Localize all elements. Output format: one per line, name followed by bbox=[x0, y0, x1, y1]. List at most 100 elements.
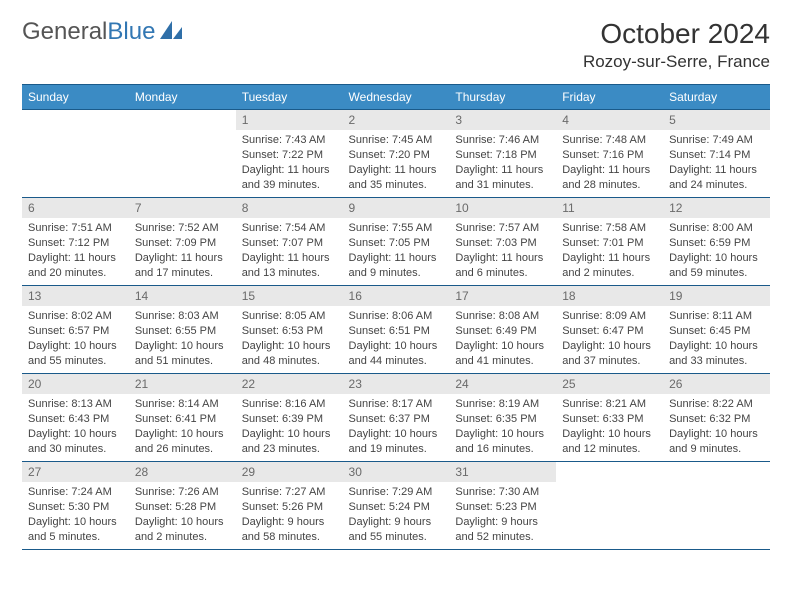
calendar-cell: 23Sunrise: 8:17 AMSunset: 6:37 PMDayligh… bbox=[343, 374, 450, 462]
day-number: 26 bbox=[663, 374, 770, 394]
day-number: 2 bbox=[343, 110, 450, 130]
day-content: Sunrise: 7:30 AMSunset: 5:23 PMDaylight:… bbox=[449, 482, 556, 547]
day-content: Sunrise: 8:05 AMSunset: 6:53 PMDaylight:… bbox=[236, 306, 343, 371]
day-of-week-header: Tuesday bbox=[236, 85, 343, 110]
calendar-row: 6Sunrise: 7:51 AMSunset: 7:12 PMDaylight… bbox=[22, 198, 770, 286]
day-number: 5 bbox=[663, 110, 770, 130]
calendar-cell: 22Sunrise: 8:16 AMSunset: 6:39 PMDayligh… bbox=[236, 374, 343, 462]
day-of-week-header: Monday bbox=[129, 85, 236, 110]
calendar-row: ....1Sunrise: 7:43 AMSunset: 7:22 PMDayl… bbox=[22, 110, 770, 198]
day-of-week-header: Wednesday bbox=[343, 85, 450, 110]
day-content: Sunrise: 8:00 AMSunset: 6:59 PMDaylight:… bbox=[663, 218, 770, 283]
calendar-cell: 30Sunrise: 7:29 AMSunset: 5:24 PMDayligh… bbox=[343, 462, 450, 550]
day-number: 3 bbox=[449, 110, 556, 130]
calendar-cell: 26Sunrise: 8:22 AMSunset: 6:32 PMDayligh… bbox=[663, 374, 770, 462]
day-number: 28 bbox=[129, 462, 236, 482]
day-number: 19 bbox=[663, 286, 770, 306]
day-number: 18 bbox=[556, 286, 663, 306]
day-number: 4 bbox=[556, 110, 663, 130]
day-number: 12 bbox=[663, 198, 770, 218]
calendar-cell: 15Sunrise: 8:05 AMSunset: 6:53 PMDayligh… bbox=[236, 286, 343, 374]
day-number: 13 bbox=[22, 286, 129, 306]
calendar-cell: 2Sunrise: 7:45 AMSunset: 7:20 PMDaylight… bbox=[343, 110, 450, 198]
calendar-cell: .. bbox=[129, 110, 236, 198]
day-number: 21 bbox=[129, 374, 236, 394]
day-number: 14 bbox=[129, 286, 236, 306]
calendar-row: 27Sunrise: 7:24 AMSunset: 5:30 PMDayligh… bbox=[22, 462, 770, 550]
day-content: Sunrise: 7:48 AMSunset: 7:16 PMDaylight:… bbox=[556, 130, 663, 195]
day-number: 17 bbox=[449, 286, 556, 306]
day-of-week-header: Sunday bbox=[22, 85, 129, 110]
day-content: Sunrise: 7:52 AMSunset: 7:09 PMDaylight:… bbox=[129, 218, 236, 283]
calendar-cell: 9Sunrise: 7:55 AMSunset: 7:05 PMDaylight… bbox=[343, 198, 450, 286]
day-number: 11 bbox=[556, 198, 663, 218]
day-of-week-header: Thursday bbox=[449, 85, 556, 110]
calendar-cell: 14Sunrise: 8:03 AMSunset: 6:55 PMDayligh… bbox=[129, 286, 236, 374]
day-content: Sunrise: 7:29 AMSunset: 5:24 PMDaylight:… bbox=[343, 482, 450, 547]
calendar-cell: 6Sunrise: 7:51 AMSunset: 7:12 PMDaylight… bbox=[22, 198, 129, 286]
calendar-cell: .. bbox=[556, 462, 663, 550]
calendar-body: ....1Sunrise: 7:43 AMSunset: 7:22 PMDayl… bbox=[22, 110, 770, 550]
day-content: Sunrise: 8:09 AMSunset: 6:47 PMDaylight:… bbox=[556, 306, 663, 371]
title-block: October 2024 Rozoy-sur-Serre, France bbox=[583, 18, 770, 72]
day-content: Sunrise: 8:21 AMSunset: 6:33 PMDaylight:… bbox=[556, 394, 663, 459]
day-content: Sunrise: 7:54 AMSunset: 7:07 PMDaylight:… bbox=[236, 218, 343, 283]
day-content: Sunrise: 7:46 AMSunset: 7:18 PMDaylight:… bbox=[449, 130, 556, 195]
calendar-cell: 13Sunrise: 8:02 AMSunset: 6:57 PMDayligh… bbox=[22, 286, 129, 374]
day-number: 22 bbox=[236, 374, 343, 394]
day-number: 29 bbox=[236, 462, 343, 482]
day-content: Sunrise: 8:19 AMSunset: 6:35 PMDaylight:… bbox=[449, 394, 556, 459]
calendar-cell: 21Sunrise: 8:14 AMSunset: 6:41 PMDayligh… bbox=[129, 374, 236, 462]
day-number: 7 bbox=[129, 198, 236, 218]
day-number: 31 bbox=[449, 462, 556, 482]
calendar-cell: 20Sunrise: 8:13 AMSunset: 6:43 PMDayligh… bbox=[22, 374, 129, 462]
day-number: 6 bbox=[22, 198, 129, 218]
calendar-cell: 11Sunrise: 7:58 AMSunset: 7:01 PMDayligh… bbox=[556, 198, 663, 286]
day-of-week-header: Saturday bbox=[663, 85, 770, 110]
day-content: Sunrise: 8:08 AMSunset: 6:49 PMDaylight:… bbox=[449, 306, 556, 371]
calendar-cell: 28Sunrise: 7:26 AMSunset: 5:28 PMDayligh… bbox=[129, 462, 236, 550]
day-content: Sunrise: 8:17 AMSunset: 6:37 PMDaylight:… bbox=[343, 394, 450, 459]
day-content: Sunrise: 7:57 AMSunset: 7:03 PMDaylight:… bbox=[449, 218, 556, 283]
day-content: Sunrise: 7:26 AMSunset: 5:28 PMDaylight:… bbox=[129, 482, 236, 547]
calendar-cell: 17Sunrise: 8:08 AMSunset: 6:49 PMDayligh… bbox=[449, 286, 556, 374]
calendar-cell: 10Sunrise: 7:57 AMSunset: 7:03 PMDayligh… bbox=[449, 198, 556, 286]
logo-text-general: General bbox=[22, 18, 107, 46]
day-number: 8 bbox=[236, 198, 343, 218]
calendar-cell: 29Sunrise: 7:27 AMSunset: 5:26 PMDayligh… bbox=[236, 462, 343, 550]
day-content: Sunrise: 8:16 AMSunset: 6:39 PMDaylight:… bbox=[236, 394, 343, 459]
day-number: 30 bbox=[343, 462, 450, 482]
day-content: Sunrise: 7:58 AMSunset: 7:01 PMDaylight:… bbox=[556, 218, 663, 283]
day-number: 23 bbox=[343, 374, 450, 394]
calendar-cell: 24Sunrise: 8:19 AMSunset: 6:35 PMDayligh… bbox=[449, 374, 556, 462]
day-content: Sunrise: 8:22 AMSunset: 6:32 PMDaylight:… bbox=[663, 394, 770, 459]
logo-sail-icon bbox=[158, 19, 184, 46]
header: GeneralBlue October 2024 Rozoy-sur-Serre… bbox=[22, 18, 770, 72]
day-of-week-header: Friday bbox=[556, 85, 663, 110]
calendar-cell: 12Sunrise: 8:00 AMSunset: 6:59 PMDayligh… bbox=[663, 198, 770, 286]
day-number: 20 bbox=[22, 374, 129, 394]
day-content: Sunrise: 7:43 AMSunset: 7:22 PMDaylight:… bbox=[236, 130, 343, 195]
day-content: Sunrise: 8:03 AMSunset: 6:55 PMDaylight:… bbox=[129, 306, 236, 371]
day-content: Sunrise: 8:02 AMSunset: 6:57 PMDaylight:… bbox=[22, 306, 129, 371]
calendar-cell: 4Sunrise: 7:48 AMSunset: 7:16 PMDaylight… bbox=[556, 110, 663, 198]
calendar-cell: 16Sunrise: 8:06 AMSunset: 6:51 PMDayligh… bbox=[343, 286, 450, 374]
calendar-cell: 31Sunrise: 7:30 AMSunset: 5:23 PMDayligh… bbox=[449, 462, 556, 550]
day-number: 16 bbox=[343, 286, 450, 306]
day-number: 27 bbox=[22, 462, 129, 482]
calendar-cell: 8Sunrise: 7:54 AMSunset: 7:07 PMDaylight… bbox=[236, 198, 343, 286]
day-content: Sunrise: 7:45 AMSunset: 7:20 PMDaylight:… bbox=[343, 130, 450, 195]
calendar-cell: 25Sunrise: 8:21 AMSunset: 6:33 PMDayligh… bbox=[556, 374, 663, 462]
logo: GeneralBlue bbox=[22, 18, 184, 46]
calendar-cell: 1Sunrise: 7:43 AMSunset: 7:22 PMDaylight… bbox=[236, 110, 343, 198]
month-title: October 2024 bbox=[583, 18, 770, 50]
calendar-cell: .. bbox=[22, 110, 129, 198]
calendar-cell: 19Sunrise: 8:11 AMSunset: 6:45 PMDayligh… bbox=[663, 286, 770, 374]
day-content: Sunrise: 7:24 AMSunset: 5:30 PMDaylight:… bbox=[22, 482, 129, 547]
calendar-cell: .. bbox=[663, 462, 770, 550]
day-content: Sunrise: 7:55 AMSunset: 7:05 PMDaylight:… bbox=[343, 218, 450, 283]
calendar-row: 13Sunrise: 8:02 AMSunset: 6:57 PMDayligh… bbox=[22, 286, 770, 374]
day-number: 25 bbox=[556, 374, 663, 394]
calendar-cell: 3Sunrise: 7:46 AMSunset: 7:18 PMDaylight… bbox=[449, 110, 556, 198]
day-number: 9 bbox=[343, 198, 450, 218]
